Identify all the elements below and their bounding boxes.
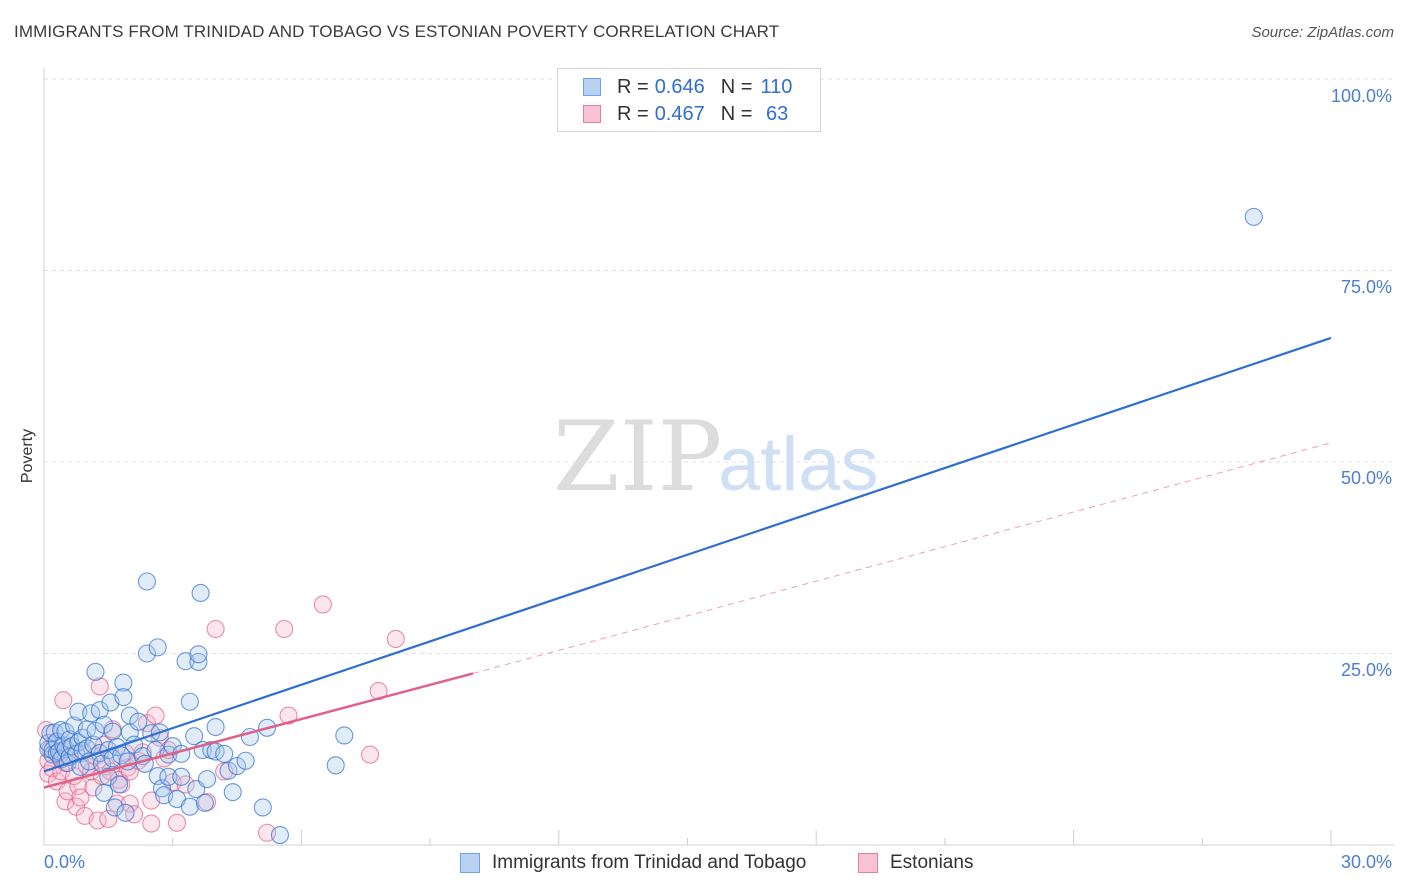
estonians-point: [313, 595, 332, 614]
source-label: Source: ZipAtlas.com: [1251, 24, 1394, 41]
y-tick-label: 100.0%: [1330, 86, 1392, 106]
y-tick-label: 50.0%: [1340, 468, 1392, 488]
legend-row-estonians: R = 0.467 N = 63: [583, 102, 788, 126]
estonians-trend-line: [43, 672, 474, 789]
trinidad-point: [326, 756, 345, 775]
legend-row-trinidad: R = 0.646 N = 110: [583, 75, 792, 99]
trinidad-point: [223, 783, 242, 802]
estonians-point: [279, 706, 298, 725]
legend-r-label: R =: [617, 102, 649, 125]
trinidad-points: [39, 207, 1263, 845]
trinidad-point: [1244, 207, 1263, 226]
trinidad-trend-line: [43, 336, 1332, 773]
legend-r-value: 0.646: [654, 75, 705, 98]
estonians-point: [360, 745, 380, 764]
estonians-point: [99, 809, 118, 829]
legend-item-estonians[interactable]: Estonians: [858, 852, 973, 874]
trinidad-point: [206, 717, 225, 737]
trinidad-point: [105, 798, 124, 817]
estonians-trend-extension: [472, 442, 1332, 674]
legend-swatch-estonians: [858, 853, 878, 873]
stats-legend: R = 0.646 N = 110 R = 0.467 N = 63: [557, 68, 821, 132]
trinidad-point: [189, 645, 208, 664]
legend-n-value: 63: [760, 102, 789, 125]
estonians-point: [54, 691, 73, 710]
legend-swatch-trinidad: [460, 853, 480, 873]
trend-lines: [43, 336, 1332, 789]
estonians-point: [90, 677, 109, 696]
trinidad-point: [116, 803, 135, 822]
legend-label: Immigrants from Trinidad and Tobago: [492, 852, 807, 873]
estonians-point: [386, 629, 405, 648]
trinidad-point: [159, 767, 178, 786]
trinidad-point: [215, 744, 234, 763]
trinidad-point: [185, 727, 204, 746]
trinidad-point: [197, 770, 217, 789]
chart-title: IMMIGRANTS FROM TRINIDAD AND TOBAGO VS E…: [14, 22, 780, 41]
estonians-point: [206, 619, 225, 639]
trinidad-point: [228, 757, 247, 776]
watermark: ZIP atlas: [553, 401, 879, 513]
trinidad-point: [189, 652, 208, 671]
trinidad-point: [180, 797, 199, 816]
legend-n-value: 110: [760, 75, 793, 98]
trinidad-point: [335, 726, 354, 745]
trinidad-point: [137, 644, 157, 663]
estonians-point: [71, 788, 90, 807]
x-tick-label: 30.0%: [1340, 852, 1392, 872]
legend-r-value: 0.467: [654, 102, 705, 125]
axes: [43, 68, 1394, 846]
estonians-point: [146, 706, 165, 725]
trinidad-point: [95, 783, 114, 802]
trinidad-point: [86, 662, 105, 681]
trinidad-point: [219, 761, 238, 780]
x-tick-label: 0.0%: [44, 852, 86, 872]
y-tick-label: 25.0%: [1340, 660, 1392, 680]
trinidad-point: [270, 825, 290, 845]
trinidad-point: [253, 798, 272, 817]
series-legend: Immigrants from Trinidad and Tobago Esto…: [0, 852, 1406, 876]
trinidad-point: [180, 692, 199, 711]
trinidad-point: [129, 712, 148, 731]
grid-lines: [44, 78, 1394, 654]
trinidad-point: [148, 638, 167, 657]
trinidad-point: [114, 688, 133, 707]
y-tick-label: 75.0%: [1340, 277, 1392, 297]
legend-r-label: R =: [617, 75, 649, 98]
trinidad-point: [236, 751, 255, 770]
legend-item-trinidad[interactable]: Immigrants from Trinidad and Tobago: [460, 852, 806, 874]
legend-swatch-trinidad: [583, 78, 601, 96]
estonians-point: [142, 814, 161, 833]
estonians-point: [120, 794, 139, 813]
trinidad-point: [152, 779, 172, 798]
legend-n-label: N =: [720, 102, 753, 125]
watermark-zip: ZIP: [553, 401, 722, 513]
trinidad-point: [114, 673, 133, 692]
estonians-point: [167, 813, 187, 832]
legend-swatch-estonians: [583, 105, 601, 123]
trinidad-point: [110, 775, 129, 794]
legend-n-label: N =: [720, 75, 753, 98]
trinidad-point: [103, 722, 122, 741]
trinidad-point: [137, 572, 157, 591]
trinidad-point: [172, 767, 191, 786]
estonians-point: [275, 619, 294, 639]
trinidad-point: [191, 583, 210, 603]
trinidad-point: [195, 793, 214, 812]
legend-label: Estonians: [890, 852, 974, 873]
watermark-atlas: atlas: [718, 422, 879, 507]
